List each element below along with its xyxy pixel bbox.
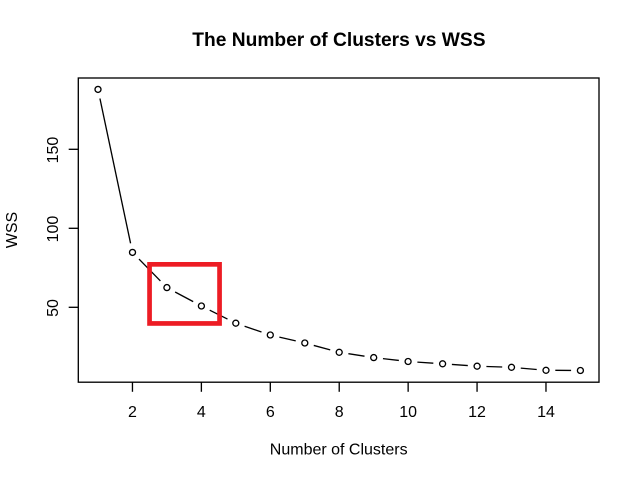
svg-text:6: 6 bbox=[266, 404, 275, 421]
svg-text:150: 150 bbox=[45, 137, 62, 164]
svg-text:50: 50 bbox=[45, 299, 62, 317]
svg-text:10: 10 bbox=[399, 404, 417, 421]
svg-text:The Number of Clusters vs WSS: The Number of Clusters vs WSS bbox=[192, 30, 485, 51]
svg-text:4: 4 bbox=[197, 404, 206, 421]
svg-text:12: 12 bbox=[468, 404, 486, 421]
svg-text:Number of Clusters: Number of Clusters bbox=[270, 442, 408, 459]
svg-text:100: 100 bbox=[45, 216, 62, 243]
svg-text:2: 2 bbox=[128, 404, 137, 421]
svg-text:8: 8 bbox=[335, 404, 344, 421]
svg-text:14: 14 bbox=[537, 404, 555, 421]
svg-text:WSS: WSS bbox=[4, 212, 21, 248]
